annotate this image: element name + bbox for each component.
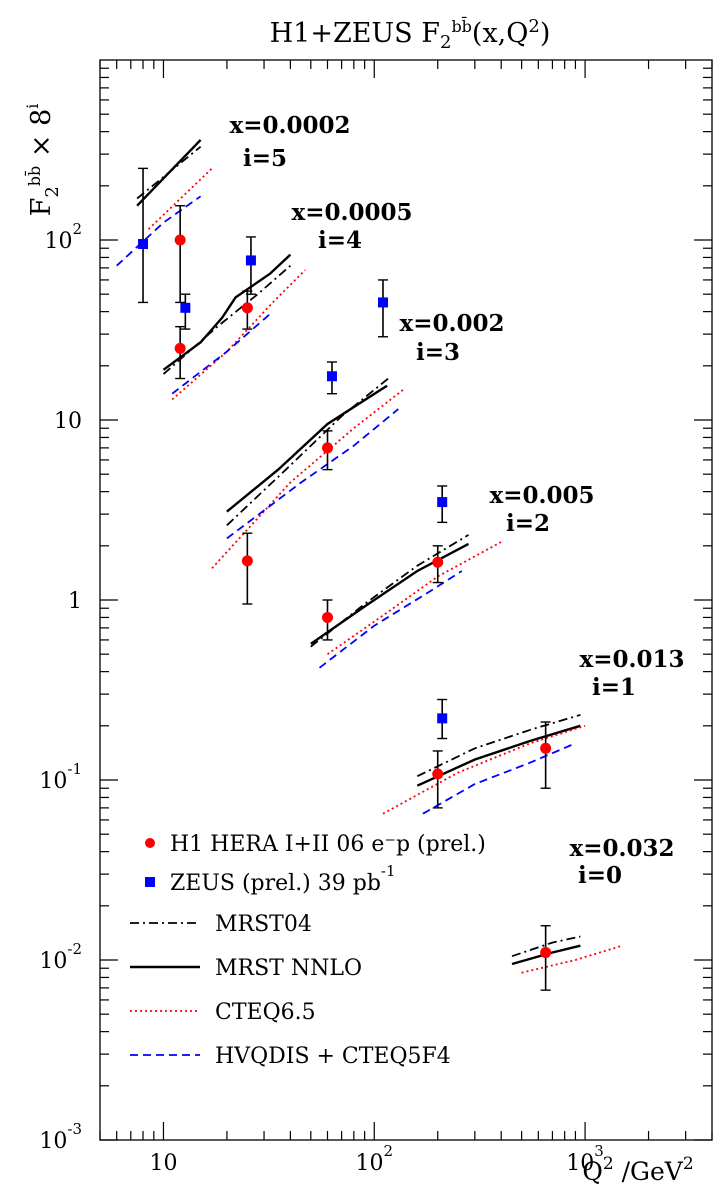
theory-curve (511, 935, 581, 958)
bin-x-label: x=0.032 (569, 835, 674, 862)
theory-curve (416, 714, 581, 778)
theory-curve (162, 265, 291, 375)
bin-i-label: i=1 (592, 674, 636, 701)
theory-curve (521, 944, 623, 974)
h1-data-point (540, 742, 552, 754)
data-points (138, 167, 552, 991)
y-tick-label: 102 (44, 220, 82, 254)
y-tick-label: 10-2 (39, 940, 82, 974)
h1-data-point (174, 342, 186, 354)
h1-data-point (540, 947, 552, 959)
theory-curve (116, 195, 202, 267)
legend-label: MRST NNLO (215, 956, 362, 981)
bin-x-label: x=0.0002 (229, 112, 350, 139)
bin-x-label: x=0.013 (579, 646, 684, 673)
theory-curve (310, 542, 470, 645)
bin-i-label: i=5 (243, 145, 287, 172)
theory-curve (310, 534, 469, 648)
y-tick-label: 10-1 (39, 760, 82, 794)
h1-data-point (241, 302, 253, 314)
y-axis-label: F2bb̄ × 8i (23, 104, 63, 217)
zeus-data-point (437, 497, 448, 508)
bin-x-label: x=0.002 (399, 310, 504, 337)
theory-curve (226, 384, 388, 513)
theory-curve (162, 253, 292, 371)
bin-x-label: x=0.005 (489, 482, 594, 509)
h1-data-point (432, 768, 444, 780)
bin-i-label: i=2 (506, 510, 550, 537)
theory-curve (171, 310, 274, 395)
y-tick-label: 10-3 (39, 1120, 82, 1154)
bin-annotations: x=0.0002i=5x=0.0005i=4x=0.002i=3x=0.005i… (229, 112, 684, 889)
h1-data-point (322, 611, 334, 623)
zeus-data-point (245, 255, 256, 266)
legend-label: H1 HERA I+II 06 e⁻p (prel.) (170, 832, 486, 857)
theory-curve (136, 139, 202, 207)
zeus-data-point (326, 371, 337, 382)
y-tick-label: 1 (68, 589, 82, 614)
bin-i-label: i=4 (318, 227, 362, 254)
legend: H1 HERA I+II 06 e⁻p (prel.) ZEUS (prel.) … (130, 832, 486, 1069)
theory-curve (422, 742, 576, 815)
zeus-data-point (377, 297, 388, 308)
legend-marker-zeus (145, 877, 155, 887)
zeus-data-point (437, 713, 448, 724)
zeus-data-point (138, 239, 149, 250)
legend-label: ZEUS (prel.) 39 pb-1 (170, 862, 396, 896)
legend-label: CTEQ6.5 (215, 1000, 316, 1025)
legend-label: HVQDIS + CTEQ5F4 (215, 1044, 451, 1069)
theory-curves (116, 139, 623, 974)
theory-curve (171, 269, 306, 401)
axis-ticks: 10 102 103 10-3 10-2 10-1 1 10 102 (39, 60, 713, 1176)
h1-data-point (432, 556, 444, 568)
bin-i-label: i=0 (578, 862, 622, 889)
x-tick-label: 103 (566, 1142, 604, 1176)
chart-title: H1+ZEUS F2bb̄(x,Q2) (270, 15, 551, 53)
x-axis-label: Q2 /GeV2 (582, 1154, 693, 1186)
theory-curve (326, 541, 502, 655)
theory-curve (226, 375, 392, 526)
h1-data-point (322, 442, 334, 454)
theory-curve (511, 944, 581, 966)
theory-curve (416, 724, 581, 787)
h1-data-point (241, 555, 253, 567)
y-tick-label: 10 (54, 409, 82, 434)
h1-data-point (174, 234, 186, 246)
theory-curve (211, 387, 406, 569)
x-tick-label: 10 (149, 1151, 177, 1176)
theory-curve (382, 724, 586, 815)
theory-curve (226, 408, 399, 540)
legend-label: MRST04 (215, 912, 312, 937)
legend-marker-h1 (145, 838, 155, 848)
x-tick-label: 102 (355, 1142, 393, 1176)
bin-x-label: x=0.0005 (291, 199, 412, 226)
bin-i-label: i=3 (416, 339, 460, 366)
zeus-data-point (180, 302, 191, 313)
